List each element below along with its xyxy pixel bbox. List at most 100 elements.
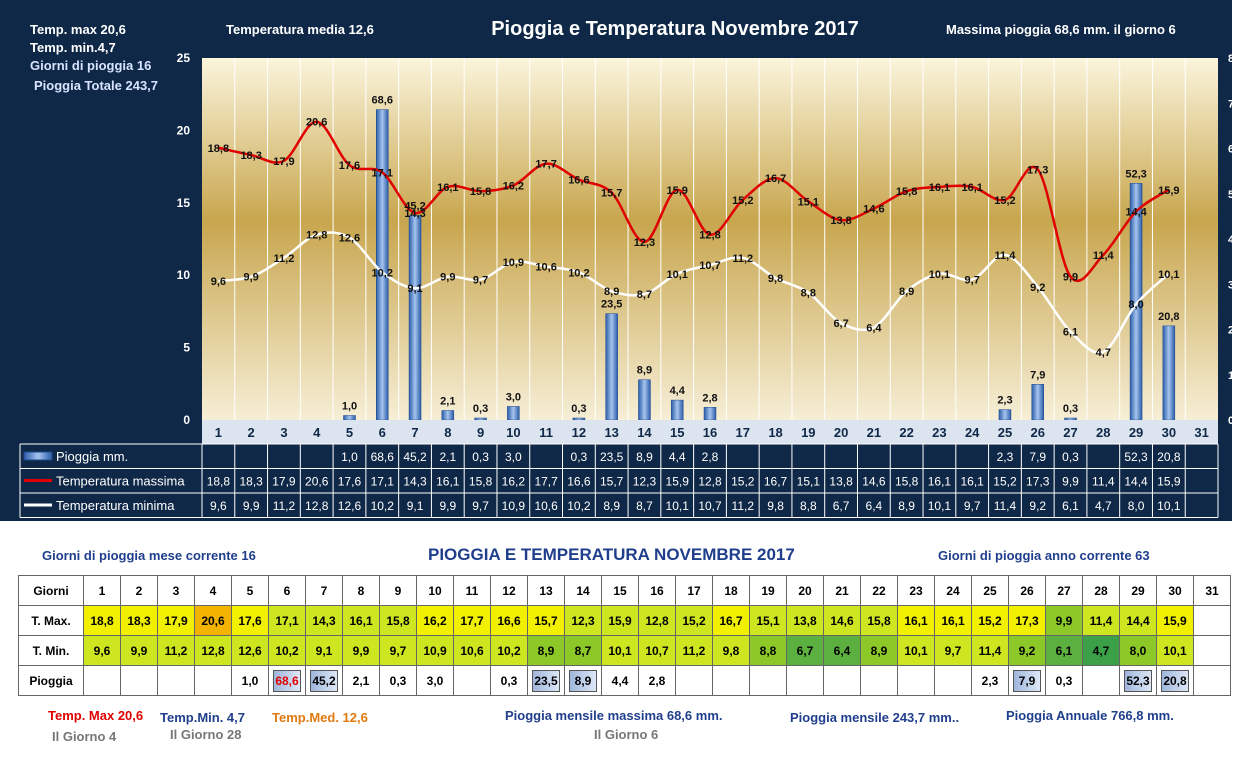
tmin-data-label: 8,9 xyxy=(604,286,619,298)
summary-section: Giorni di pioggia mese corrente 16 PIOGG… xyxy=(0,521,1249,759)
x-tick-label: 21 xyxy=(867,425,881,440)
rain-cell: 2,1 xyxy=(342,665,380,696)
tmin-table-cell: 8,9 xyxy=(898,499,915,513)
tmin-table-cell: 11,2 xyxy=(732,499,755,513)
day-cell: 7 xyxy=(305,575,343,606)
tmin-table-cell: 11,2 xyxy=(273,499,296,513)
tmin-cell: 10,1 xyxy=(601,635,639,666)
tmin-data-label: 10,6 xyxy=(535,262,556,274)
rain-bar xyxy=(408,215,422,421)
day-cell: 21 xyxy=(823,575,861,606)
rain-days-month: Giorni di pioggia mese corrente 16 xyxy=(42,548,256,563)
rain-legend-swatch xyxy=(23,451,53,461)
day-cell: 10 xyxy=(416,575,454,606)
tmin-cell: 9,1 xyxy=(305,635,343,666)
tmax-data-label: 12,3 xyxy=(634,237,655,249)
tmin-table-cell: 10,1 xyxy=(928,499,952,513)
rain-data-label: 23,5 xyxy=(601,299,622,311)
rain-table-cell: 4,4 xyxy=(669,450,686,464)
tmin-legend-label: Temperatura minima xyxy=(56,498,175,513)
tmin-data-label: 6,4 xyxy=(866,322,882,334)
tmax-cell: 15,7 xyxy=(527,605,565,636)
rain-table-cell: 0,3 xyxy=(1062,450,1079,464)
row-label: Pioggia xyxy=(18,665,84,696)
tmax-data-label: 15,8 xyxy=(470,186,491,198)
row-label: Giorni xyxy=(18,575,84,606)
rain-bar xyxy=(343,415,356,421)
tmin-data-label: 9,9 xyxy=(440,272,455,284)
left-y-tick: 25 xyxy=(177,51,191,65)
right-y-tick: 70 xyxy=(1228,98,1240,110)
x-tick-label: 9 xyxy=(477,425,484,440)
tmin-table-cell: 8,9 xyxy=(603,499,620,513)
tmin-cell: 8,7 xyxy=(564,635,602,666)
tmin-cell: 6,7 xyxy=(786,635,824,666)
day-cell: 5 xyxy=(231,575,269,606)
day-cell: 19 xyxy=(749,575,787,606)
day-cell: 24 xyxy=(934,575,972,606)
rain-box: 45,2 xyxy=(310,669,338,692)
rain-box: 68,6 xyxy=(273,669,301,692)
tmax-cell: 16,7 xyxy=(712,605,750,636)
x-tick-label: 17 xyxy=(736,425,750,440)
tmin-table-cell: 8,8 xyxy=(800,499,817,513)
rain-box: 20,8 xyxy=(1161,669,1189,692)
tmin-data-label: 6,7 xyxy=(833,318,848,330)
tmax-table-cell: 16,1 xyxy=(961,475,985,489)
x-tick-label: 30 xyxy=(1162,425,1176,440)
tmin-data-label: 10,1 xyxy=(667,269,688,281)
tmin-data-label: 10,1 xyxy=(1158,269,1179,281)
tmed-stat: Temp.Med. 12,6 xyxy=(272,710,368,725)
left-y-tick: 10 xyxy=(177,268,191,282)
tmax-table-cell: 9,9 xyxy=(1062,475,1079,489)
tmax-data-label: 17,9 xyxy=(273,156,294,168)
tmax-data-label: 20,6 xyxy=(306,117,327,129)
x-tick-label: 23 xyxy=(932,425,946,440)
tmax-cell: 15,1 xyxy=(749,605,787,636)
tmin-table-cell: 8,0 xyxy=(1128,499,1145,513)
rain-bar xyxy=(605,313,618,421)
day-cell: 30 xyxy=(1156,575,1194,606)
tmax-data-label: 16,2 xyxy=(503,180,524,192)
tmax-table-cell: 15,8 xyxy=(469,475,493,489)
tmin-data-label: 4,7 xyxy=(1096,347,1111,359)
tmin-data-label: 12,8 xyxy=(306,230,327,242)
rain-cell xyxy=(83,665,121,696)
rain-data-label: 0,3 xyxy=(473,403,488,415)
rain-cell: 2,3 xyxy=(971,665,1009,696)
x-tick-label: 4 xyxy=(313,425,321,440)
tmax-data-label: 16,1 xyxy=(437,182,458,194)
left-y-tick: 20 xyxy=(177,123,191,137)
rain-cell xyxy=(675,665,713,696)
tmax-cell: 17,9 xyxy=(157,605,195,636)
tmin-cell: 9,9 xyxy=(120,635,158,666)
table-row: T. Min. 9,6 9,9 11,2 12,8 12,6 10,2 9,1 9,9 9,7 10… xyxy=(18,635,1231,666)
rain-cell: 20,8 xyxy=(1156,665,1194,696)
tmin-table-cell: 10,1 xyxy=(1157,499,1181,513)
tmax-legend-label: Temperatura massima xyxy=(56,474,185,489)
tmax-cell: 17,7 xyxy=(453,605,491,636)
tmax-cell: 12,8 xyxy=(638,605,676,636)
x-tick-label: 26 xyxy=(1031,425,1045,440)
tmin-table-cell: 12,8 xyxy=(305,499,329,513)
rain-table-cell: 2,1 xyxy=(439,450,456,464)
tmin-cell: 10,9 xyxy=(416,635,454,666)
rain-data-label: 52,3 xyxy=(1125,168,1146,180)
rain-bar xyxy=(376,109,389,421)
day-cell: 8 xyxy=(342,575,380,606)
tmax-table-cell: 15,9 xyxy=(666,475,690,489)
tmin-cell: 9,2 xyxy=(1008,635,1046,666)
x-tick-label: 27 xyxy=(1063,425,1077,440)
x-tick-label: 16 xyxy=(703,425,717,440)
tmin-line xyxy=(218,231,1170,355)
x-tick-label: 28 xyxy=(1096,425,1110,440)
tmin-data-label: 8,0 xyxy=(1128,299,1143,311)
tmax-table-cell: 15,8 xyxy=(895,475,919,489)
tmin-data-label: 11,2 xyxy=(732,253,753,265)
tmax-cell: 16,1 xyxy=(934,605,972,636)
rain-cell xyxy=(860,665,898,696)
tmin-data-label: 12,6 xyxy=(339,233,360,245)
rain-bar xyxy=(703,407,717,421)
tmax-table-cell: 17,1 xyxy=(371,475,395,489)
tmax-day: Il Giorno 4 xyxy=(52,729,117,744)
